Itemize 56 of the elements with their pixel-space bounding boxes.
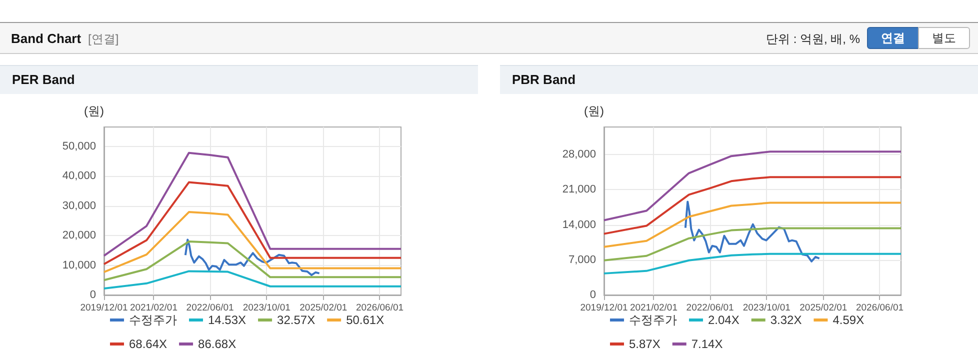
x-tick-label: 2021/02/01 [130, 302, 178, 314]
chart-title: PBR Band [500, 65, 978, 94]
y-tick-label: 14,000 [562, 218, 596, 231]
x-tick-label: 2021/02/01 [630, 302, 678, 314]
x-tick-label: 2026/06/01 [856, 302, 904, 314]
y-tick-label: 30,000 [62, 200, 96, 212]
y-axis-title: (원) [584, 104, 604, 118]
x-tick-label: 2019/12/01 [580, 302, 628, 314]
text: 별도 [918, 27, 970, 49]
legend-label: 2.04X [708, 313, 740, 327]
text: Band Chart [11, 31, 82, 46]
line-series [603, 227, 902, 262]
line-series [684, 200, 820, 262]
legend-label: 수정주가 [629, 313, 677, 327]
line-series [103, 152, 402, 257]
y-tick-label: 0 [90, 289, 96, 301]
x-tick-label: 2022/06/01 [186, 302, 234, 314]
x-tick-label: 2019/12/01 [80, 302, 128, 314]
legend-label: 4.59X [832, 313, 864, 327]
line-series [603, 202, 902, 248]
y-tick-label: 20,000 [62, 230, 96, 242]
y-tick-label: 28,000 [562, 148, 596, 161]
line-series [103, 270, 402, 290]
y-tick-label: 40,000 [62, 170, 96, 182]
y-tick-label: 7,000 [568, 254, 596, 266]
x-tick-label: 2026/06/01 [356, 302, 404, 314]
x-tick-label: 2025/02/01 [800, 302, 848, 314]
y-tick-label: 10,000 [62, 259, 96, 272]
text: [연결] [88, 31, 119, 48]
y-tick-label: 50,000 [62, 140, 96, 152]
text: 단위 : 억원, 배, % [766, 31, 860, 48]
legend-label: 7.14X [691, 337, 723, 351]
x-tick-label: 2023/10/01 [242, 302, 290, 314]
legend-label: 68.64X [129, 337, 168, 351]
line-series [103, 211, 402, 274]
legend-label: 14.53X [208, 313, 246, 327]
text: 연결 [867, 27, 919, 49]
line-series [603, 252, 902, 274]
x-tick-label: 2022/06/01 [686, 302, 734, 314]
line-series [603, 150, 902, 222]
legend-label: 3.32X [770, 313, 802, 327]
legend-label: 86.68X [198, 337, 236, 351]
line-series [184, 238, 320, 276]
y-tick-label: 0 [590, 289, 596, 301]
y-tick-label: 21,000 [562, 184, 596, 196]
line-series [603, 176, 902, 235]
y-axis-title: (원) [84, 104, 104, 118]
line-series [103, 181, 402, 266]
x-tick-label: 2025/02/01 [300, 302, 348, 314]
x-tick-label: 2023/10/01 [742, 302, 790, 314]
chart-title: PER Band [0, 65, 478, 94]
line-series [103, 240, 402, 282]
legend-label: 수정주가 [129, 313, 177, 327]
legend-label: 5.87X [629, 337, 660, 351]
legend-label: 50.61X [346, 313, 384, 327]
legend-label: 32.57X [277, 313, 316, 327]
